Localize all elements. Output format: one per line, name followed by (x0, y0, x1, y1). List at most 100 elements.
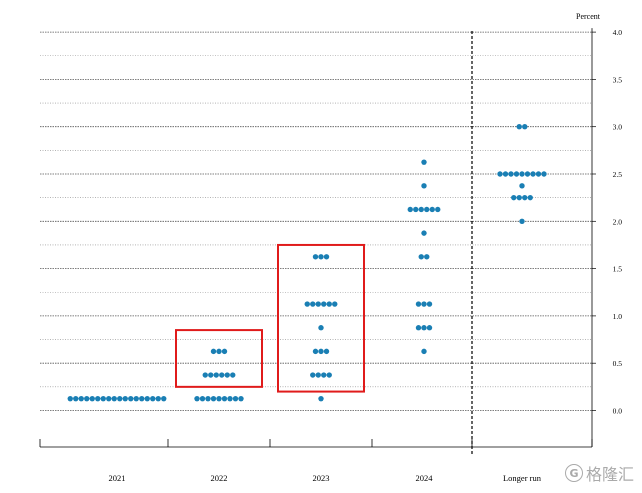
y-tick-label: 3.0 (613, 123, 623, 132)
participant-dot (513, 171, 520, 177)
participant-dot (318, 395, 324, 402)
participant-dot (421, 301, 427, 307)
y-tick-label: 4.0 (613, 28, 623, 37)
participant-dot (323, 348, 330, 355)
participant-dot (210, 348, 217, 355)
participant-dot (315, 372, 321, 378)
participant-dot (426, 325, 433, 331)
participant-dot (421, 325, 427, 331)
y-tick-label: 0.5 (613, 359, 623, 368)
participant-dot (315, 301, 321, 307)
participant-dot (73, 395, 79, 402)
participant-dot (150, 395, 156, 402)
participant-dot (122, 395, 128, 402)
unit-label: Percent (576, 12, 601, 21)
participant-dot (407, 206, 413, 213)
participant-dot (424, 206, 430, 213)
participant-dot (208, 372, 214, 378)
y-tick-label: 1.0 (613, 312, 623, 321)
participant-dot (519, 171, 525, 177)
participant-dot (421, 183, 427, 189)
participant-dot (128, 395, 134, 402)
participant-dot (111, 395, 117, 402)
highlight-box (175, 329, 263, 388)
grid-lines (40, 31, 592, 411)
participant-dot (133, 395, 139, 402)
participant-dot (323, 254, 330, 260)
participant-dot (429, 206, 435, 213)
participant-dot (161, 395, 167, 402)
x-tick-label: 2022 (211, 473, 228, 483)
participant-dot (418, 254, 424, 260)
participant-dot (221, 348, 228, 355)
participant-dot (415, 325, 422, 331)
participant-dot (413, 206, 419, 213)
participant-dot (318, 325, 324, 331)
watermark-text: 格隆汇 (585, 465, 634, 484)
participant-dot (508, 171, 514, 177)
participant-dot (227, 395, 233, 402)
participant-dot (522, 124, 528, 130)
participant-dot (310, 301, 316, 307)
participant-dot (418, 206, 424, 213)
participant-dot (421, 230, 427, 236)
participant-dot (238, 395, 244, 402)
participant-dot (106, 395, 112, 402)
participant-dot (155, 395, 161, 402)
participant-dot (516, 124, 522, 130)
x-tick-label: Longer run (503, 473, 542, 483)
watermark-logo-icon: G (564, 464, 583, 482)
participant-dot (221, 395, 228, 402)
participant-dot (522, 194, 528, 201)
x-tick-label: 2021 (109, 473, 126, 483)
participant-dot (332, 301, 338, 307)
participant-dot (519, 183, 525, 189)
participant-dot (304, 301, 310, 307)
participant-dot (541, 171, 547, 177)
participant-dot (435, 206, 441, 213)
participant-dot (530, 171, 536, 177)
participant-dot (415, 301, 422, 307)
participant-dot (216, 348, 222, 355)
participant-dot (224, 372, 230, 378)
y-tick-label: 2.5 (613, 170, 623, 179)
participant-dot (230, 372, 236, 378)
x-axis: 2021 2022 2023 2024 Longer run (39, 31, 593, 483)
x-tick-label: 2024 (416, 473, 434, 483)
y-tick-label: 2.0 (613, 217, 623, 226)
participant-dot (139, 395, 145, 402)
participant-dot (144, 395, 150, 402)
participant-dot (312, 254, 319, 260)
participant-dot (424, 254, 430, 260)
participant-dot (426, 301, 433, 307)
y-tick-label: 3.5 (613, 75, 623, 84)
participant-dot (318, 348, 324, 355)
participant-dot (502, 171, 509, 177)
y-tick-label: 1.5 (613, 265, 623, 274)
participant-dot (117, 395, 123, 402)
y-axis-ticks: 0.0 0.5 1.0 1.5 2.0 2.5 3.0 3.5 4.0 (591, 28, 623, 447)
participant-dot (497, 171, 503, 177)
participant-dot (511, 194, 517, 201)
participant-dot (84, 395, 90, 402)
participant-dot (535, 171, 542, 177)
dots-layer (67, 124, 547, 402)
participant-dot (213, 372, 219, 378)
participant-dot (210, 395, 217, 402)
participant-dot (321, 372, 327, 378)
participant-dot (95, 395, 101, 402)
participant-dot (202, 372, 208, 378)
highlight-boxes (175, 243, 365, 393)
participant-dot (194, 395, 200, 402)
participant-dot (219, 372, 225, 378)
y-tick-label: 0.0 (613, 407, 623, 416)
participant-dot (100, 395, 106, 402)
participant-dot (421, 348, 427, 355)
participant-dot (326, 372, 332, 378)
highlight-box (277, 243, 365, 393)
x-tick-label: 2023 (313, 473, 330, 483)
participant-dot (312, 348, 319, 355)
participant-dot (516, 194, 522, 201)
participant-dot (321, 301, 327, 307)
